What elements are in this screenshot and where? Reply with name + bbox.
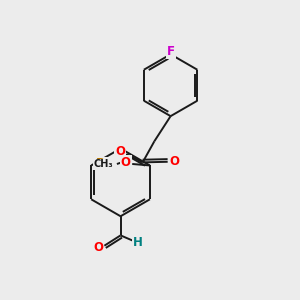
Text: O: O xyxy=(115,145,125,158)
Text: F: F xyxy=(167,45,175,58)
Text: O: O xyxy=(169,155,179,168)
Text: Br: Br xyxy=(96,158,111,170)
Text: CH₃: CH₃ xyxy=(94,159,113,169)
Text: O: O xyxy=(121,156,131,169)
Text: O: O xyxy=(93,241,103,254)
Text: H: H xyxy=(133,236,143,249)
